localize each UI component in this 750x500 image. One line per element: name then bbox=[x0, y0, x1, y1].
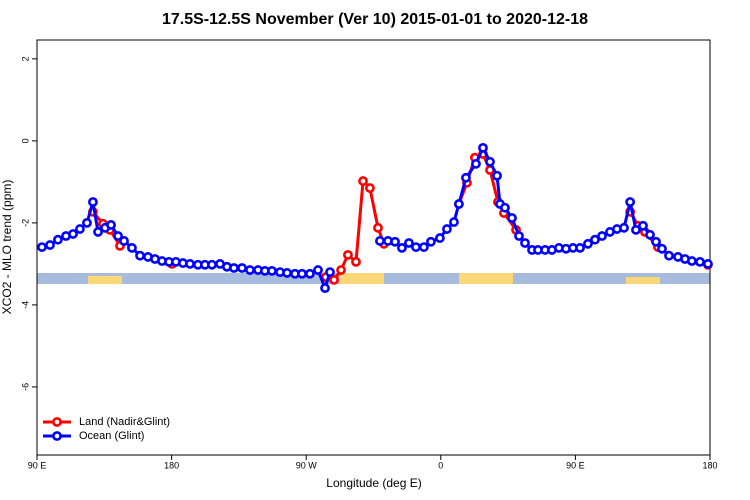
data-point bbox=[106, 220, 116, 230]
data-point bbox=[471, 158, 481, 169]
y-axis-label: XCO2 - MLO trend (ppm) bbox=[0, 180, 14, 315]
data-point bbox=[485, 156, 495, 167]
land-band bbox=[88, 276, 122, 284]
land-band bbox=[340, 273, 384, 284]
land-ocean-mask bbox=[37, 273, 710, 284]
data-point bbox=[478, 142, 488, 153]
data-point bbox=[313, 265, 323, 275]
data-point bbox=[325, 267, 335, 278]
x-tick-label: 90 E bbox=[566, 460, 585, 470]
legend-marker bbox=[52, 417, 62, 427]
data-point bbox=[520, 238, 530, 248]
data-point bbox=[375, 236, 385, 246]
data-point bbox=[442, 224, 452, 234]
y-tick-label: -4 bbox=[20, 301, 30, 309]
data-point bbox=[625, 197, 636, 207]
x-tick-label: 180 bbox=[702, 460, 717, 470]
data-point bbox=[305, 268, 315, 279]
data-point bbox=[373, 222, 383, 233]
data-point bbox=[282, 268, 292, 278]
data-point bbox=[419, 242, 429, 252]
data-point bbox=[351, 256, 361, 267]
data-point bbox=[229, 263, 239, 273]
data-point bbox=[397, 243, 407, 253]
y-tick-label: 0 bbox=[20, 138, 30, 143]
data-point bbox=[575, 243, 585, 253]
plot-frame bbox=[36, 39, 711, 456]
data-point bbox=[651, 236, 661, 247]
data-point bbox=[597, 231, 607, 241]
data-point bbox=[500, 202, 510, 213]
data-point bbox=[492, 170, 502, 181]
y-tick-label: -2 bbox=[20, 219, 30, 227]
data-point bbox=[645, 229, 655, 240]
data-point bbox=[703, 259, 713, 269]
data-point bbox=[267, 265, 277, 276]
y-tick-label: 2 bbox=[20, 56, 30, 61]
x-tick-label: 180 bbox=[164, 460, 179, 470]
legend-marker bbox=[52, 431, 62, 441]
data-point bbox=[449, 217, 459, 227]
data-point bbox=[687, 256, 697, 266]
data-point bbox=[127, 243, 137, 253]
legend-label: Land (Nadir&Glint) bbox=[79, 416, 170, 428]
data-point bbox=[507, 213, 517, 223]
data-point bbox=[88, 197, 98, 207]
x-tick-label: 90 W bbox=[296, 460, 318, 470]
legend-label: Ocean (Glint) bbox=[79, 430, 144, 442]
data-point bbox=[135, 250, 145, 261]
data-point bbox=[435, 233, 445, 243]
data-point bbox=[329, 274, 339, 285]
data-point bbox=[336, 265, 346, 275]
data-point bbox=[45, 240, 55, 250]
data-point bbox=[583, 238, 593, 249]
land-band bbox=[459, 273, 513, 284]
data-point bbox=[113, 231, 123, 241]
data-point bbox=[664, 250, 674, 261]
data-point bbox=[119, 236, 129, 246]
data-point bbox=[657, 243, 667, 254]
data-point bbox=[53, 234, 63, 245]
data-point bbox=[619, 222, 629, 233]
data-point bbox=[320, 283, 330, 293]
data-point bbox=[461, 172, 471, 183]
data-point bbox=[695, 256, 705, 267]
legend: Land (Nadir&Glint) Ocean (Glint) bbox=[43, 416, 170, 442]
data-point bbox=[426, 236, 436, 247]
chart-title: 17.5S-12.5S November (Ver 10) 2015-01-01… bbox=[162, 11, 588, 28]
data-point bbox=[638, 220, 648, 231]
y-tick-label: -6 bbox=[20, 383, 30, 391]
data-point bbox=[343, 249, 353, 260]
data-point bbox=[75, 224, 85, 234]
x-axis-label: Longitude (deg E) bbox=[326, 476, 421, 490]
data-point bbox=[404, 238, 414, 248]
data-point bbox=[390, 236, 400, 247]
x-tick-label: 90 E bbox=[28, 460, 47, 470]
data-point bbox=[631, 224, 641, 235]
data-point bbox=[207, 259, 217, 270]
data-point bbox=[590, 234, 600, 245]
data-point bbox=[411, 242, 421, 252]
land-band bbox=[626, 277, 660, 284]
data-point bbox=[237, 263, 247, 273]
x-tick-label: 0 bbox=[438, 460, 443, 470]
data-point bbox=[82, 217, 92, 228]
data-point bbox=[93, 227, 103, 237]
data-point bbox=[37, 242, 47, 252]
data-point bbox=[185, 259, 195, 269]
data-point bbox=[358, 176, 368, 186]
data-point bbox=[453, 199, 464, 209]
data-point bbox=[245, 265, 255, 275]
data-point bbox=[68, 229, 78, 239]
data-point bbox=[297, 268, 307, 279]
data-point bbox=[365, 183, 375, 193]
data-point bbox=[514, 231, 524, 241]
series bbox=[37, 142, 713, 293]
